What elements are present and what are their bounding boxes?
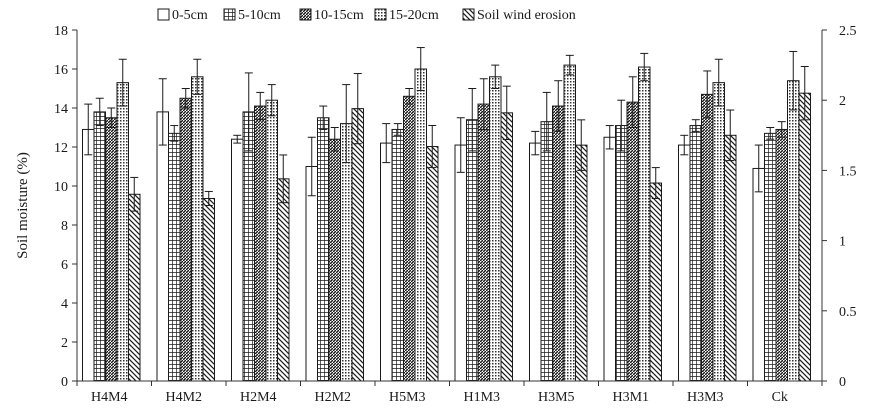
bar (477, 103, 490, 382)
legend: 0-5cm 5-10cm 10-15cm 15-20cm Soil wind erosi… (157, 8, 576, 23)
bar (93, 111, 106, 382)
bar (724, 134, 737, 382)
y-tick-label: 16 (54, 63, 68, 78)
bar (563, 64, 576, 382)
legend-label: 5-10cm (238, 8, 281, 23)
bar (489, 76, 502, 382)
legend-label: 15-20cm (389, 8, 439, 23)
legend-swatch (462, 8, 475, 21)
y2-tick-label: 1.5 (839, 164, 857, 179)
bar (575, 144, 588, 382)
legend-swatch (299, 8, 312, 21)
y-tick-label: 14 (54, 102, 68, 117)
x-tick-label: H1M3 (463, 390, 500, 405)
bar (305, 166, 318, 382)
y-tick-label: 2 (61, 336, 68, 351)
axes: H4M4 H4M2 H2M4 H2M2 H5M3 H1M3 H3M5 H3M1 H3M3 Ck 0 2… (15, 24, 857, 405)
bar (454, 144, 467, 382)
legend-label: 0-5cm (172, 8, 208, 23)
x-tick-label: H3M1 (612, 390, 649, 405)
y2-tick-label: 2 (839, 94, 846, 109)
bar (466, 119, 479, 382)
x-tick-label: H4M4 (91, 390, 128, 405)
bar (191, 76, 204, 382)
bar (678, 144, 691, 382)
bar (351, 108, 364, 382)
bar (403, 95, 416, 382)
bar (202, 197, 215, 382)
y-tick-label: 10 (54, 180, 68, 195)
x-tick-label: H2M2 (314, 390, 351, 405)
bar (529, 142, 542, 382)
x-tick-label: H3M3 (687, 390, 724, 405)
y-tick-label: 4 (61, 297, 68, 312)
y-tick-label: 8 (61, 219, 68, 234)
bar (82, 128, 95, 382)
bar (649, 182, 662, 382)
bar (764, 132, 777, 382)
bar (414, 68, 427, 382)
bar (752, 167, 765, 382)
legend-label: Soil wind erosion (477, 8, 576, 23)
bar (701, 93, 714, 382)
bar (775, 128, 788, 382)
y2-tick-label: 1 (839, 235, 846, 250)
bar (128, 193, 141, 382)
bar (689, 125, 702, 382)
y2-tick-label: 0 (839, 375, 846, 390)
bar (615, 125, 628, 382)
bar (179, 97, 192, 382)
y2-tick-label: 0.5 (839, 305, 857, 320)
x-tick-label: H5M3 (389, 390, 426, 405)
y-axis-title: Soil moisture (%) (15, 152, 31, 259)
bar (426, 146, 439, 382)
x-tick-label: Ck (772, 390, 788, 405)
bar (328, 138, 341, 382)
x-tick-label: H3M5 (538, 390, 575, 405)
bar (168, 132, 181, 382)
bar (391, 128, 404, 382)
bar (254, 105, 267, 382)
bar (317, 117, 330, 382)
bar (156, 111, 169, 382)
bar (638, 66, 651, 382)
bar (552, 105, 565, 382)
bar (105, 117, 118, 382)
bar (626, 101, 639, 382)
bar (277, 178, 290, 382)
bar (116, 82, 129, 382)
y-tick-label: 12 (54, 141, 68, 156)
y-tick-label: 0 (61, 375, 68, 390)
bar (712, 82, 725, 382)
y2-tick-label: 2.5 (839, 24, 857, 39)
bar (231, 138, 244, 382)
x-tick-label: H2M4 (240, 390, 277, 405)
y-tick-label: 6 (61, 258, 68, 273)
bar (798, 92, 811, 382)
bar (265, 99, 278, 382)
bar (603, 136, 616, 382)
x-tick-label: H4M2 (165, 390, 202, 405)
bar (540, 121, 553, 382)
bar (242, 111, 255, 382)
legend-swatch (157, 8, 170, 21)
legend-label: 10-15cm (314, 8, 364, 23)
legend-swatch (223, 8, 236, 21)
bar (787, 80, 800, 382)
bar (500, 112, 513, 382)
legend-swatch (374, 8, 387, 21)
y-tick-label: 18 (54, 24, 68, 39)
bar (380, 142, 393, 382)
plot-area (82, 47, 811, 382)
